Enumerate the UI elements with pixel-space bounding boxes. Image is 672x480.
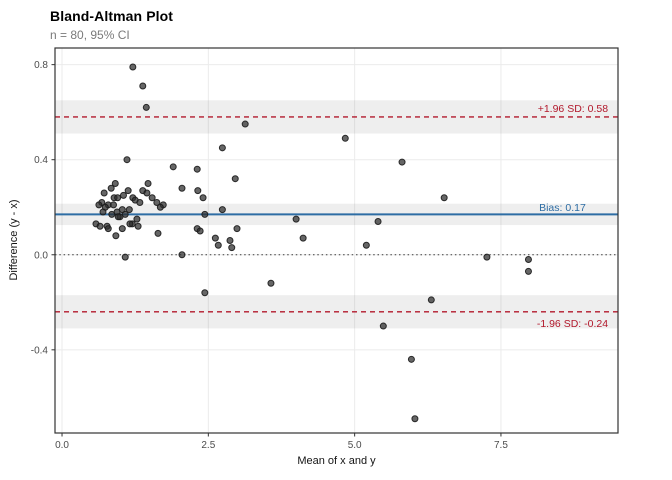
data-point	[143, 189, 151, 197]
data-point	[129, 63, 137, 71]
y-tick-label: 0.0	[34, 250, 48, 261]
data-point	[121, 253, 129, 261]
data-point	[341, 134, 349, 142]
annotation-label: -1.96 SD: -0.24	[537, 318, 608, 330]
data-point	[218, 144, 226, 152]
data-point	[112, 232, 120, 240]
data-point	[211, 234, 219, 242]
data-point	[201, 289, 209, 297]
data-point	[169, 163, 177, 171]
data-point	[201, 210, 209, 218]
data-point	[440, 194, 448, 202]
data-point	[407, 355, 415, 363]
y-tick-label: -0.4	[31, 345, 49, 356]
annotation-label: Bias: 0.17	[539, 202, 586, 214]
data-point	[104, 225, 112, 233]
y-axis-title: Difference (y - x)	[8, 199, 20, 281]
data-point	[156, 203, 164, 211]
panel-border	[54, 47, 619, 434]
data-point	[95, 201, 103, 209]
x-tick-label: 2.5	[201, 440, 215, 451]
data-point	[524, 256, 532, 264]
data-point	[427, 296, 435, 304]
data-point	[299, 234, 307, 242]
chart-subtitle: n = 80, 95% CI	[50, 28, 130, 42]
data-point	[125, 206, 133, 214]
y-tick-label: 0.8	[34, 60, 48, 71]
data-point	[119, 191, 127, 199]
data-point	[100, 189, 108, 197]
data-point	[142, 103, 150, 111]
data-point	[108, 210, 116, 218]
data-point	[134, 222, 142, 230]
data-point	[139, 82, 147, 90]
data-point	[398, 158, 406, 166]
data-point	[292, 215, 300, 223]
data-point	[411, 415, 419, 423]
data-point	[214, 241, 222, 249]
data-point	[374, 217, 382, 225]
data-point	[153, 198, 161, 206]
data-point	[199, 194, 207, 202]
chart-title: Bland-Altman Plot	[50, 8, 174, 24]
data-point	[483, 253, 491, 261]
data-point	[118, 225, 126, 233]
data-point	[218, 206, 226, 214]
data-point	[133, 215, 141, 223]
data-point	[226, 237, 234, 244]
data-point	[111, 179, 119, 187]
data-point	[144, 179, 152, 187]
panel-background	[55, 48, 618, 433]
data-point	[233, 225, 241, 233]
data-point	[107, 184, 115, 192]
data-point	[99, 208, 107, 216]
data-point	[136, 198, 144, 206]
data-point	[241, 120, 249, 128]
annotation-label: +1.96 SD: 0.58	[538, 103, 609, 115]
data-point	[114, 194, 122, 202]
data-point	[178, 184, 186, 192]
x-tick-label: 0.0	[55, 440, 69, 451]
data-point	[154, 229, 162, 237]
x-tick-label: 5.0	[348, 440, 362, 451]
data-point	[110, 201, 118, 209]
data-point	[124, 187, 132, 195]
data-point	[524, 267, 532, 275]
data-point	[178, 251, 186, 259]
data-point	[123, 156, 131, 164]
data-point	[379, 322, 387, 330]
data-point	[196, 227, 204, 235]
data-point	[267, 279, 275, 287]
y-tick-label: 0.4	[34, 155, 48, 166]
data-point	[228, 244, 236, 252]
data-point	[194, 187, 202, 195]
x-axis-title: Mean of x and y	[297, 455, 376, 467]
x-tick-label: 7.5	[494, 440, 508, 451]
data-point	[126, 220, 134, 228]
data-point	[96, 222, 104, 230]
data-point	[114, 213, 122, 221]
data-point	[193, 165, 201, 173]
data-point	[362, 241, 370, 249]
data-point	[231, 175, 239, 183]
data-point	[148, 194, 156, 202]
